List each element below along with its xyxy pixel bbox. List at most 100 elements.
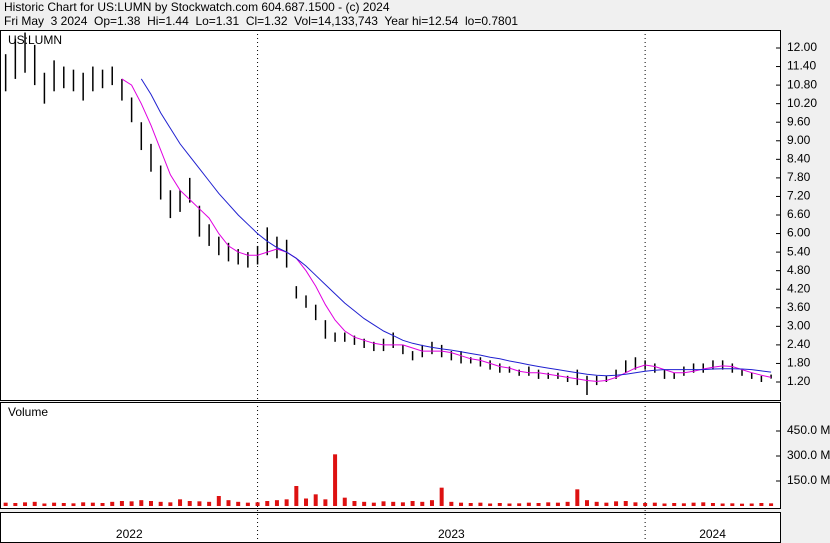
volume-bar xyxy=(459,502,464,506)
volume-bar xyxy=(710,503,715,506)
volume-bar xyxy=(362,501,367,506)
volume-bar xyxy=(110,501,115,506)
volume-bar xyxy=(478,502,483,506)
volume-bar xyxy=(652,502,657,506)
volume-bar xyxy=(52,502,57,506)
volume-bar xyxy=(168,502,173,506)
y-tick-label: 8.40 xyxy=(787,152,811,166)
volume-bar xyxy=(740,503,745,506)
price-panel xyxy=(0,30,781,401)
time-axis xyxy=(0,512,781,543)
volume-bar xyxy=(662,503,667,506)
volume-bar xyxy=(468,503,473,506)
y-tick-label: 7.20 xyxy=(787,189,811,203)
volume-bar xyxy=(81,502,86,506)
volume-bar xyxy=(517,503,522,506)
moving-average xyxy=(121,78,772,382)
volume-bar xyxy=(749,503,754,506)
volume-bar xyxy=(265,501,270,506)
volume-bar xyxy=(681,503,686,506)
volume-bar xyxy=(352,501,357,506)
year-label: 2022 xyxy=(116,527,143,541)
volume-bar xyxy=(342,497,347,506)
volume-bar xyxy=(488,503,493,506)
volume-bar xyxy=(730,503,735,506)
y-tick-label: 7.80 xyxy=(787,170,811,184)
volume-bar xyxy=(633,502,638,506)
volume-bar xyxy=(129,501,134,506)
y-tick-label: 1.80 xyxy=(787,356,811,370)
volume-bar xyxy=(691,502,696,506)
volume-bar xyxy=(769,503,774,506)
moving-average xyxy=(140,78,772,377)
volume-bar xyxy=(71,503,76,506)
volume-bar xyxy=(226,500,231,506)
volume-bar xyxy=(158,501,163,506)
volume-tick-label: 450.0 M xyxy=(787,423,830,437)
volume-tick-label: 300.0 M xyxy=(787,448,830,462)
volume-bar xyxy=(255,502,260,506)
volume-bar xyxy=(304,498,309,506)
y-tick-label: 11.40 xyxy=(787,59,816,73)
y-tick-label: 12.00 xyxy=(787,40,817,54)
volume-bar xyxy=(197,501,202,506)
volume-bar xyxy=(391,501,396,506)
volume-bar xyxy=(420,501,425,506)
volume-bar xyxy=(313,494,318,506)
volume-bar xyxy=(139,500,144,506)
volume-bar xyxy=(274,500,279,506)
volume-bar xyxy=(536,503,541,506)
volume-bar xyxy=(759,503,764,506)
volume-bar xyxy=(333,454,338,506)
volume-bar xyxy=(429,500,434,506)
volume-bar xyxy=(400,502,405,506)
volume-bar xyxy=(236,501,241,506)
volume-bar xyxy=(42,503,47,506)
volume-bar xyxy=(594,501,599,506)
chart-subtitle: Fri May 3 2024 Op=1.38 Hi=1.44 Lo=1.31 C… xyxy=(4,14,518,28)
volume-bar xyxy=(614,501,619,506)
volume-bar xyxy=(555,502,560,506)
volume-bar xyxy=(381,501,386,506)
volume-bar xyxy=(207,501,212,506)
volume-bar xyxy=(3,502,8,506)
volume-bar xyxy=(565,501,570,506)
y-tick-label: 3.00 xyxy=(787,319,811,333)
volume-bar xyxy=(507,503,512,506)
volume-bar xyxy=(643,503,648,506)
volume-bar xyxy=(526,502,531,506)
y-tick-label: 4.20 xyxy=(787,281,811,295)
volume-bar xyxy=(623,501,628,506)
volume-bar xyxy=(216,496,221,506)
volume-bar xyxy=(119,501,124,506)
y-tick-label: 1.20 xyxy=(787,374,811,388)
volume-bar xyxy=(497,503,502,506)
volume-bar xyxy=(584,500,589,506)
volume-tick-label: 150.0 M xyxy=(787,473,830,487)
volume-bar xyxy=(323,499,328,506)
y-tick-label: 4.80 xyxy=(787,263,811,277)
y-tick-label: 2.40 xyxy=(787,337,811,351)
volume-bar xyxy=(575,489,580,506)
y-tick-label: 3.60 xyxy=(787,300,811,314)
y-tick-label: 5.40 xyxy=(787,244,811,258)
volume-bar xyxy=(178,499,183,506)
volume-bar xyxy=(449,501,454,506)
volume-bar xyxy=(90,502,95,506)
year-label: 2023 xyxy=(438,527,465,541)
y-tick-label: 10.80 xyxy=(787,77,817,91)
volume-bar xyxy=(100,503,105,506)
volume-bar xyxy=(672,503,677,506)
volume-bar xyxy=(148,501,153,506)
y-tick-label: 9.00 xyxy=(787,133,811,147)
volume-bar xyxy=(546,502,551,506)
volume-bar xyxy=(32,501,37,506)
volume-bar xyxy=(701,502,706,506)
y-tick-label: 6.60 xyxy=(787,207,811,221)
volume-bar xyxy=(23,502,28,506)
volume-bar xyxy=(13,503,18,506)
symbol-label: US:LUMN xyxy=(8,33,62,47)
volume-bar xyxy=(294,486,299,506)
volume-panel xyxy=(0,402,781,509)
